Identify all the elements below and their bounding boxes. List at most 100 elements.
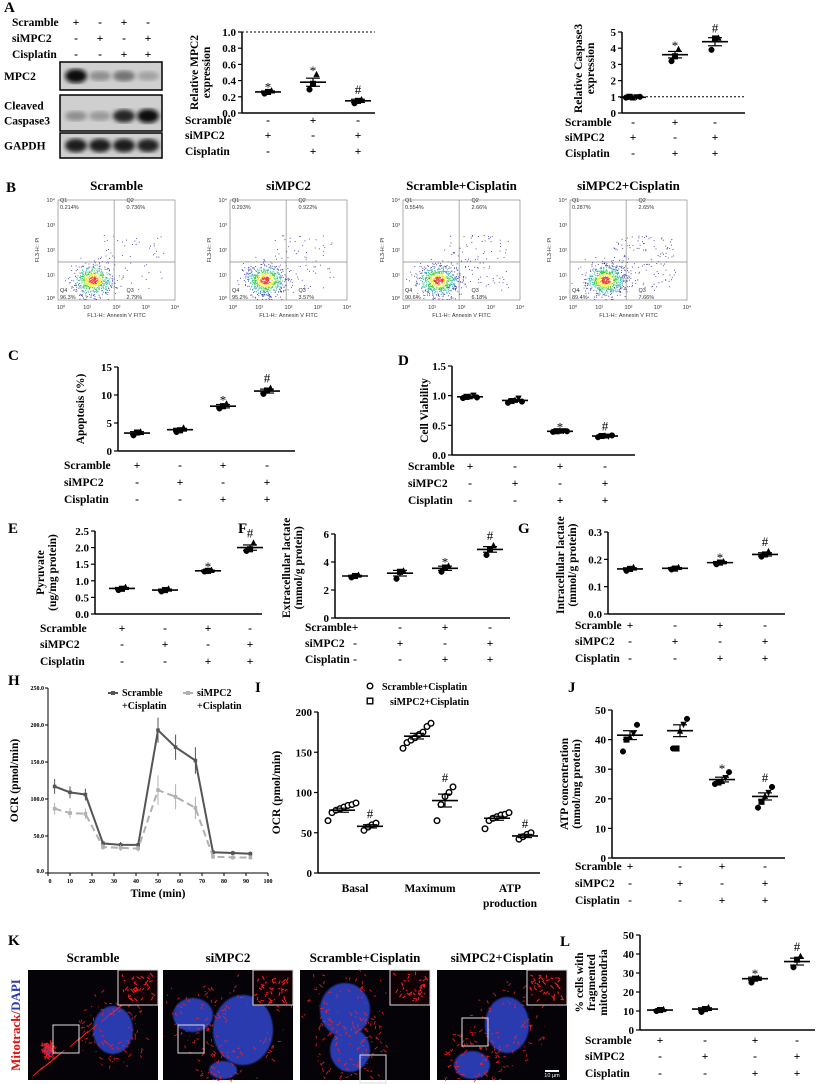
- mitochondria: [271, 977, 277, 981]
- mitochondria: [412, 999, 415, 1002]
- event-dot: [78, 279, 80, 281]
- x-tick-label: 10¹: [428, 305, 436, 311]
- event-dot: [430, 269, 432, 271]
- event-dot: [607, 282, 609, 284]
- y-axis-title: ATP concentration: [559, 737, 571, 830]
- event-dot: [661, 281, 663, 283]
- event-dot: [626, 280, 628, 281]
- event-dot: [266, 286, 268, 288]
- event-dot: [590, 289, 591, 291]
- y-axis-title: Intracellular lactate: [555, 516, 567, 614]
- mitochondria: [146, 976, 150, 980]
- mitochondria: [217, 1070, 220, 1074]
- micrograph-title: Scramble+Cisplatin: [310, 950, 421, 965]
- event-dot: [602, 276, 604, 278]
- event-dot: [595, 269, 597, 271]
- event-dot: [672, 249, 674, 250]
- data-point: [515, 395, 522, 402]
- event-dot: [642, 284, 644, 286]
- event-dot: [99, 285, 101, 286]
- mitochondria: [50, 1045, 52, 1047]
- event-dot: [446, 273, 448, 275]
- quadrant-name: Q1: [572, 198, 579, 204]
- x-axis-label: FL1-H:: Annexin V FITC: [599, 313, 657, 319]
- mitochondria: [356, 1065, 360, 1068]
- event-dot: [625, 270, 627, 272]
- condition-label: Cisplatin: [585, 1068, 630, 1080]
- event-dot: [645, 235, 647, 237]
- event-dot: [260, 287, 262, 289]
- event-dot: [92, 279, 93, 281]
- event-dot: [274, 283, 276, 285]
- event-dot: [595, 279, 597, 281]
- event-dot: [654, 289, 655, 291]
- y-tick-label: 1.5: [75, 559, 89, 571]
- quadrant-name: Q3: [472, 288, 479, 294]
- protein-band: [89, 71, 111, 81]
- event-dot: [97, 291, 99, 293]
- event-dot: [435, 278, 437, 280]
- condition-value: -: [135, 494, 139, 506]
- event-dot: [499, 246, 501, 248]
- event-dot: [88, 291, 89, 293]
- mitochondria: [347, 988, 351, 993]
- event-dot: [459, 247, 461, 249]
- event-dot: [102, 272, 104, 274]
- mitochondria: [122, 1044, 125, 1047]
- event-dot: [438, 271, 440, 272]
- mitochondria: [211, 1024, 214, 1027]
- event-dot: [99, 272, 101, 274]
- condition-label: Scramble: [64, 460, 111, 472]
- event-dot: [307, 287, 309, 289]
- event-dot: [618, 290, 620, 292]
- event-dot: [629, 276, 631, 278]
- event-dot: [617, 272, 619, 274]
- event-dot: [624, 277, 625, 279]
- event-dot: [429, 276, 431, 278]
- event-dot: [434, 297, 436, 299]
- event-dot: [442, 269, 444, 271]
- event-dot: [276, 258, 277, 260]
- event-dot: [644, 237, 645, 239]
- event-dot: [594, 284, 596, 286]
- significance-marker: *: [205, 559, 212, 574]
- event-dot: [70, 265, 72, 267]
- event-dot: [608, 285, 610, 287]
- event-dot: [591, 286, 593, 288]
- event-dot: [91, 277, 93, 279]
- event-dot: [424, 266, 426, 268]
- event-dot: [443, 284, 445, 286]
- event-dot: [604, 262, 606, 264]
- condition-value: +: [672, 117, 679, 129]
- condition-value: -: [74, 33, 78, 45]
- event-dot: [280, 282, 282, 284]
- event-dot: [76, 281, 78, 283]
- event-dot: [624, 280, 626, 282]
- event-dot: [451, 271, 453, 273]
- quadrant-name: Q2: [127, 198, 134, 204]
- event-dot: [606, 288, 608, 290]
- flow-title: siMPC2: [266, 178, 311, 193]
- event-dot: [93, 286, 95, 288]
- event-dot: [416, 283, 418, 285]
- event-dot: [670, 241, 671, 243]
- series-line: [54, 728, 251, 855]
- mitochondria: [507, 990, 510, 993]
- event-dot: [279, 273, 281, 275]
- event-dot: [104, 280, 106, 282]
- event-dot: [98, 294, 100, 296]
- event-dot: [93, 279, 95, 281]
- event-dot: [448, 295, 450, 297]
- event-dot: [600, 285, 601, 287]
- event-dot: [603, 286, 605, 288]
- event-dot: [616, 287, 618, 289]
- event-dot: [435, 280, 437, 282]
- event-dot: [281, 271, 282, 273]
- event-dot: [596, 279, 598, 281]
- event-dot: [440, 291, 442, 293]
- event-dot: [266, 278, 267, 280]
- event-dot: [250, 282, 252, 284]
- mitochondria: [269, 987, 273, 991]
- mitochondria: [92, 1033, 95, 1037]
- mitochondria: [123, 1049, 128, 1054]
